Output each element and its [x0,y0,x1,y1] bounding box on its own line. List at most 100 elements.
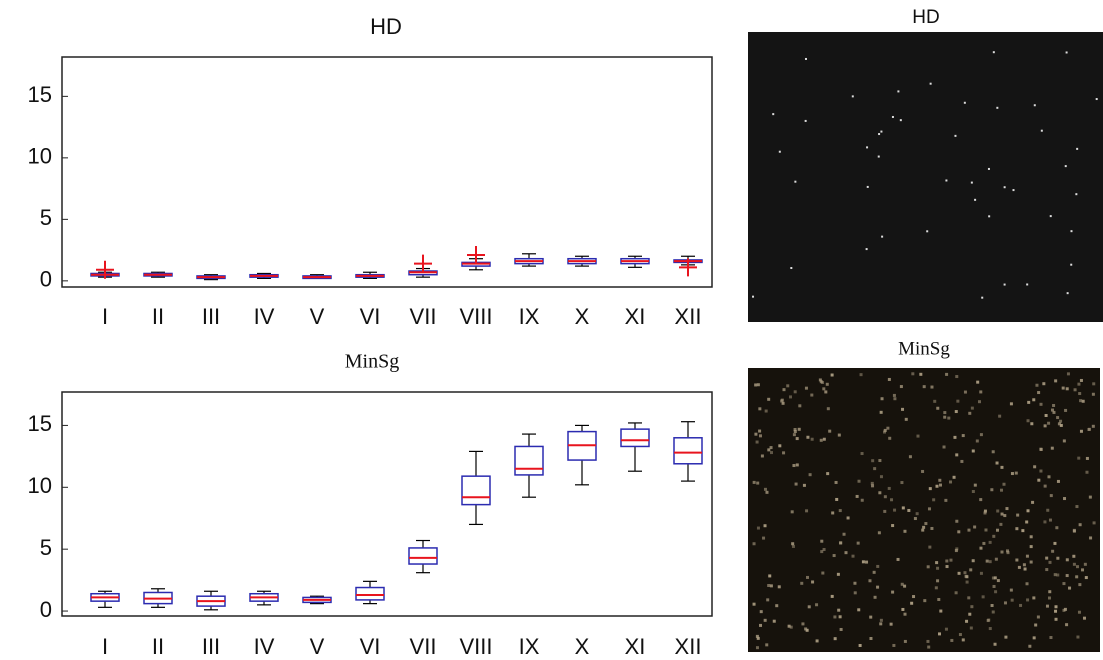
image-dot [972,449,975,452]
image-dot [791,542,794,545]
image-dot [866,146,868,148]
page: HD MinSg HD MinSg 051015IIIIIIIVVVIVIIVI… [0,0,1103,660]
image-dot [954,135,956,137]
image-dot [1055,618,1058,621]
image-dot [876,565,879,568]
image-dot [996,529,999,532]
image-dot [1079,523,1082,526]
image-dot [833,615,836,618]
image-dot [953,476,956,479]
image-dot [955,547,958,550]
image-dot [806,576,809,579]
image-dot [775,604,778,607]
image-dot [869,616,872,619]
image-dot [970,627,973,630]
image-dot [1059,420,1062,423]
image-dot [765,643,768,646]
image-dot [1033,465,1036,468]
image-dot [998,415,1001,418]
image-dot [1010,402,1013,405]
image-dot [881,236,883,238]
plot-frame [62,57,712,287]
image-dot [868,579,871,582]
image-dot [873,467,876,470]
image-dot [964,102,966,104]
image-dot [1004,284,1006,286]
image-dot [955,375,958,378]
image-dot [822,387,825,390]
image-dot [762,537,765,540]
image-dot [765,491,768,494]
image-dot [843,533,846,536]
image-dot [796,463,799,466]
image-dot [1010,589,1013,592]
image-dot [1015,559,1018,562]
image-dot [972,559,975,562]
image-dot [1092,393,1095,396]
image-dot [1048,590,1051,593]
image-dot [1078,611,1081,614]
image-dot [879,622,882,625]
image-dot [823,548,826,551]
image-dot [1082,400,1085,403]
image-dot [936,579,939,582]
image-dot [823,438,826,441]
image-dot [891,524,894,527]
image-dot [1034,104,1036,106]
image-dot [1058,422,1061,425]
image-dot [767,398,770,401]
image-dot [900,119,902,121]
image-dot [949,480,952,483]
image-dot [873,571,876,574]
image-dot [754,383,757,386]
image-dot [1046,509,1049,512]
image-dot [826,472,829,475]
image-dot [768,574,771,577]
image-dot [982,542,985,545]
image-dot [821,572,824,575]
image-dot [1027,419,1030,422]
image-dot [1051,447,1054,450]
image-dot [938,479,941,482]
image-panel [748,32,1103,322]
image-dot [1055,605,1058,608]
x-tick-label: VIII [459,634,492,659]
image-dot [753,603,756,606]
image-dot [810,394,813,397]
flier [414,255,432,273]
image-dot [1080,430,1083,433]
image-dot [1086,457,1089,460]
image-dot [944,499,947,502]
x-tick-label: IV [254,634,275,659]
image-dot [937,598,940,601]
image-dot [1089,536,1092,539]
image-dot [989,560,992,563]
image-dot [892,116,894,118]
image-dot [759,434,762,437]
image-dot [989,627,992,630]
x-tick-label: VI [360,304,381,329]
image-dot [1047,475,1050,478]
image-dot [1074,388,1077,391]
image-dot [976,381,979,384]
image-dot [1048,597,1051,600]
image-dot [840,628,843,631]
image-dot [909,455,912,458]
image-dot [994,590,997,593]
image-dot [878,133,880,135]
image-dot [1032,398,1035,401]
image-dot [871,482,874,485]
y-tick-label: 0 [40,597,52,622]
image-dot [831,511,834,514]
image-dot [862,560,865,563]
image-dot [1066,387,1069,390]
image-dot [1044,424,1047,427]
figure: HD MinSg HD MinSg 051015IIIIIIIVVVIVIIVI… [0,0,1103,660]
box [621,429,649,446]
image-dot [962,434,965,437]
image-dot [926,230,928,232]
image-dot [1042,382,1045,385]
image-dot [987,619,990,622]
image-dot [760,610,763,613]
image-dot [805,120,807,122]
